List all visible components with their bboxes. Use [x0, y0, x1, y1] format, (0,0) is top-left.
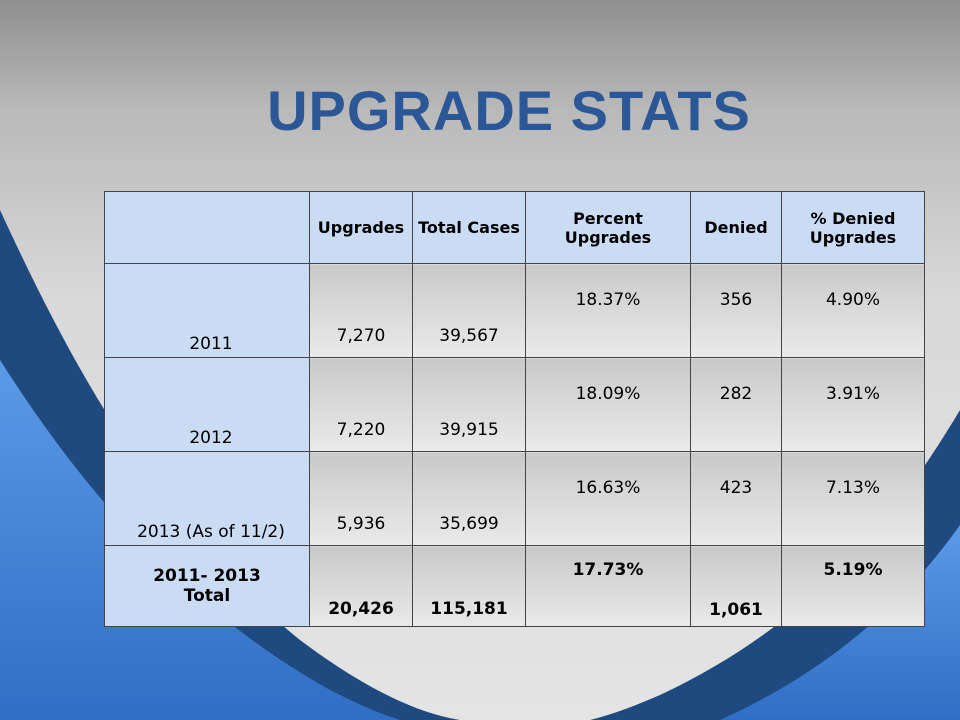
upgrades-cell: 7,270 — [309, 263, 413, 358]
header-cell-upgrades: Upgrades — [309, 191, 413, 264]
row-year-cell: 2013 (As of 11/2) — [104, 451, 310, 546]
percent-upgrades-cell: 18.37% — [525, 263, 691, 358]
header-cell-pct-denied: % Denied Upgrades — [781, 191, 925, 264]
row-year-label: 2011 — [189, 334, 233, 354]
pct-denied-cell: 3.91% — [781, 357, 925, 452]
total-year-line1: 2011- 2013 — [153, 566, 261, 586]
table-total-row: 2011- 2013 Total 20,426 115,181 17.73% 1… — [104, 545, 925, 627]
slide-title: UPGRADE STATS — [267, 79, 751, 142]
total-upgrades-cell: 20,426 — [309, 545, 413, 627]
header-cell-empty — [104, 191, 310, 264]
denied-cell: 282 — [690, 357, 782, 452]
total-cases-cell: 39,915 — [412, 357, 526, 452]
header-cell-percent-upgrades: Percent Upgrades — [525, 191, 691, 264]
percent-upgrades-cell: 16.63% — [525, 451, 691, 546]
upgrades-cell: 7,220 — [309, 357, 413, 452]
table-row: 2012 7,220 39,915 18.09% 282 3.91% — [104, 357, 925, 452]
header-cell-total-cases: Total Cases — [412, 191, 526, 264]
row-year-cell: 2011 — [104, 263, 310, 358]
total-cases-cell: 39,567 — [412, 263, 526, 358]
upgrades-cell: 5,936 — [309, 451, 413, 546]
percent-upgrades-cell: 18.09% — [525, 357, 691, 452]
total-denied-cell: 1,061 — [690, 545, 782, 627]
pct-denied-cell: 4.90% — [781, 263, 925, 358]
total-year-cell: 2011- 2013 Total — [104, 545, 310, 627]
header-cell-denied: Denied — [690, 191, 782, 264]
total-total-cases-cell: 115,181 — [412, 545, 526, 627]
row-year-cell: 2012 — [104, 357, 310, 452]
row-year-label: 2012 — [189, 428, 233, 448]
light-wave-right — [720, 525, 960, 720]
table-header-row: Upgrades Total Cases Percent Upgrades De… — [104, 191, 925, 264]
upgrade-stats-table: Upgrades Total Cases Percent Upgrades De… — [104, 191, 925, 627]
denied-cell: 356 — [690, 263, 782, 358]
row-year-label: 2013 (As of 11/2) — [137, 522, 285, 542]
total-cases-cell: 35,699 — [412, 451, 526, 546]
total-year-line2: Total — [183, 586, 231, 606]
denied-cell: 423 — [690, 451, 782, 546]
pct-denied-cell: 7.13% — [781, 451, 925, 546]
light-wave-left — [0, 360, 400, 720]
table-row: 2011 7,270 39,567 18.37% 356 4.90% — [104, 263, 925, 358]
table-row: 2013 (As of 11/2) 5,936 35,699 16.63% 42… — [104, 451, 925, 546]
total-pct-denied-cell: 5.19% — [781, 545, 925, 627]
total-percent-upgrades-cell: 17.73% — [525, 545, 691, 627]
